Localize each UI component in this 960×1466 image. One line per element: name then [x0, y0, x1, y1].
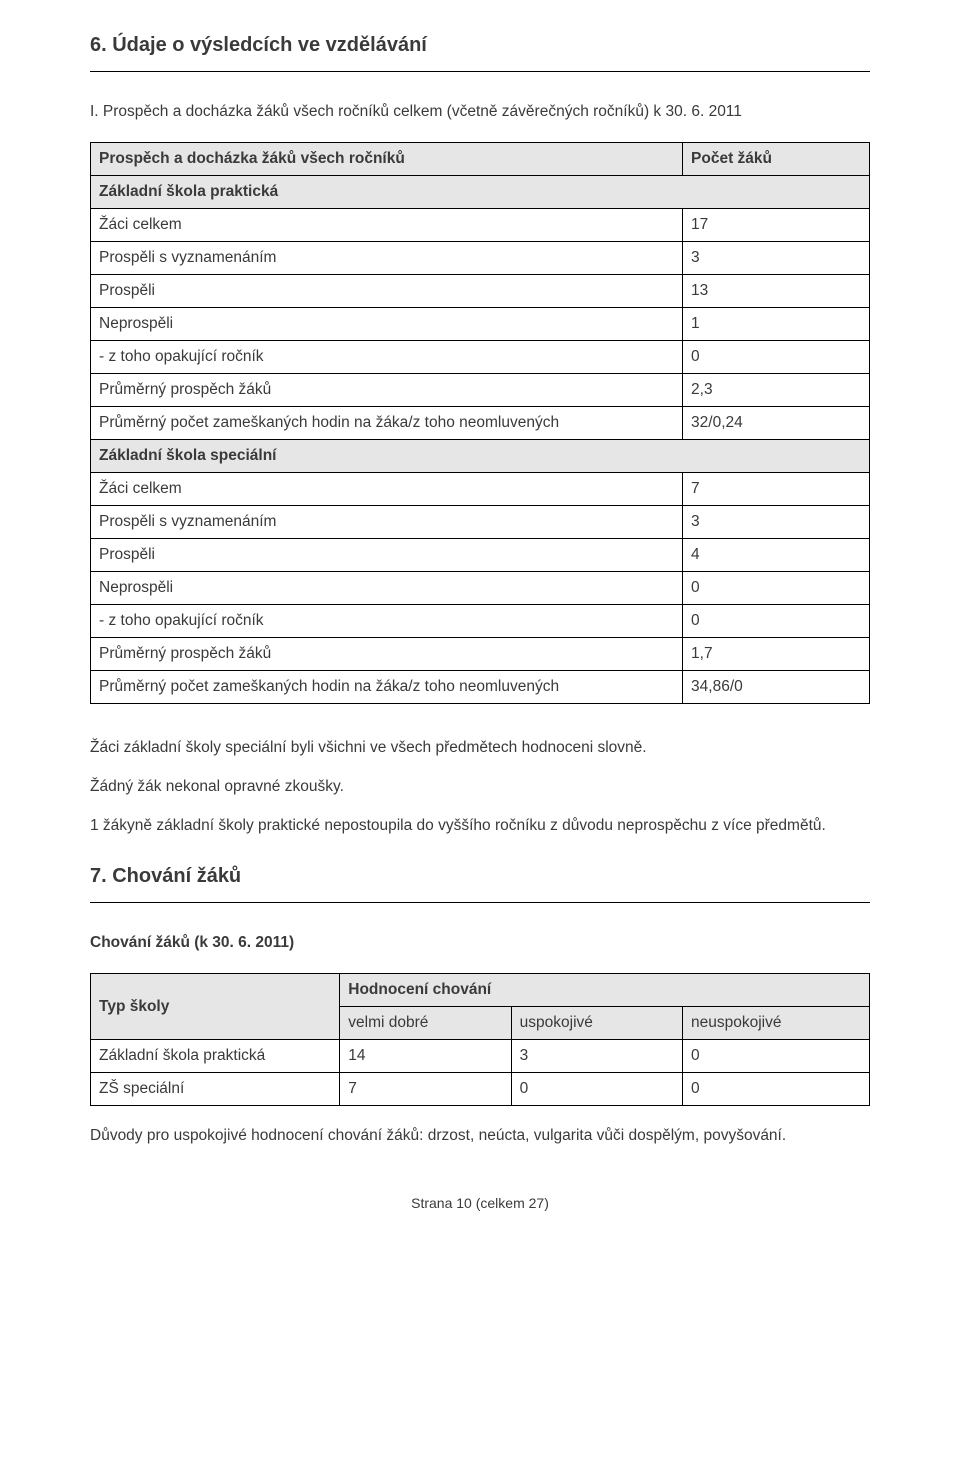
cell-value: 0 — [683, 572, 870, 605]
cell-value: 3 — [683, 506, 870, 539]
table-row: Neprospěli0 — [91, 572, 870, 605]
table-row: Typ školy Hodnocení chování — [91, 974, 870, 1007]
section6-heading: 6. Údaje o výsledcích ve vzdělávání — [90, 30, 870, 61]
behav-head-hodnoceni: Hodnocení chování — [340, 974, 870, 1007]
section6-subheading: I. Prospěch a docházka žáků všech ročník… — [90, 100, 870, 124]
page-footer: Strana 10 (celkem 27) — [90, 1193, 870, 1215]
paragraph-3: 1 žákyně základní školy praktické nepost… — [90, 810, 870, 841]
closing-paragraph: Důvody pro uspokojivé hodnocení chování … — [90, 1120, 870, 1151]
table-row: - z toho opakující ročník0 — [91, 605, 870, 638]
table-row: Prospěch a docházka žáků všech ročníků P… — [91, 143, 870, 176]
cell-value: 0 — [683, 605, 870, 638]
table-row: Základní škola praktická 14 3 0 — [91, 1040, 870, 1073]
behav-cell: 14 — [340, 1040, 511, 1073]
table-row: Prospěli s vyznamenáním3 — [91, 506, 870, 539]
section6-rule — [90, 71, 870, 72]
behav-cell: 0 — [683, 1040, 870, 1073]
cell-value: 0 — [683, 341, 870, 374]
cell-value: 1,7 — [683, 638, 870, 671]
table-row: Průměrný prospěch žáků1,7 — [91, 638, 870, 671]
group1-title: Základní škola praktická — [91, 176, 870, 209]
cell-value: 17 — [683, 209, 870, 242]
behav-row-label: Základní škola praktická — [91, 1040, 340, 1073]
cell-label: Průměrný počet zameškaných hodin na žáka… — [91, 407, 683, 440]
cell-value: 3 — [683, 242, 870, 275]
cell-value: 4 — [683, 539, 870, 572]
table-header-left: Prospěch a docházka žáků všech ročníků — [91, 143, 683, 176]
table-row: Základní škola praktická — [91, 176, 870, 209]
table-row: Průměrný prospěch žáků2,3 — [91, 374, 870, 407]
behav-col-2: uspokojivé — [511, 1007, 682, 1040]
cell-label: Neprospěli — [91, 572, 683, 605]
cell-label: Průměrný prospěch žáků — [91, 638, 683, 671]
table-row: Průměrný počet zameškaných hodin na žáka… — [91, 671, 870, 704]
cell-label: Žáci celkem — [91, 209, 683, 242]
group2-title: Základní škola speciální — [91, 440, 870, 473]
cell-label: Prospěli — [91, 275, 683, 308]
section7-heading: 7. Chování žáků — [90, 861, 870, 892]
behaviour-table: Typ školy Hodnocení chování velmi dobré … — [90, 973, 870, 1106]
cell-label: Průměrný počet zameškaných hodin na žáka… — [91, 671, 683, 704]
table-row: Základní škola speciální — [91, 440, 870, 473]
behav-col-1: velmi dobré — [340, 1007, 511, 1040]
results-table: Prospěch a docházka žáků všech ročníků P… — [90, 142, 870, 704]
behaviour-caption: Chování žáků (k 30. 6. 2011) — [90, 931, 870, 955]
table-row: Žáci celkem7 — [91, 473, 870, 506]
cell-value: 1 — [683, 308, 870, 341]
table-row: Průměrný počet zameškaných hodin na žáka… — [91, 407, 870, 440]
behav-col-3: neuspokojivé — [683, 1007, 870, 1040]
paragraph-1: Žáci základní školy speciální byli všich… — [90, 732, 870, 763]
page: 6. Údaje o výsledcích ve vzdělávání I. P… — [0, 0, 960, 1255]
cell-value: 32/0,24 — [683, 407, 870, 440]
behav-cell: 0 — [683, 1073, 870, 1106]
table-row: Žáci celkem17 — [91, 209, 870, 242]
table-row: Prospěli s vyznamenáním3 — [91, 242, 870, 275]
cell-label: Prospěli — [91, 539, 683, 572]
table-row: Prospěli4 — [91, 539, 870, 572]
behav-row-label: ZŠ speciální — [91, 1073, 340, 1106]
cell-label: Neprospěli — [91, 308, 683, 341]
cell-value: 2,3 — [683, 374, 870, 407]
cell-label: Prospěli s vyznamenáním — [91, 242, 683, 275]
cell-value: 13 — [683, 275, 870, 308]
behav-head-typ: Typ školy — [91, 974, 340, 1040]
cell-label: Žáci celkem — [91, 473, 683, 506]
behav-cell: 3 — [511, 1040, 682, 1073]
table-row: - z toho opakující ročník0 — [91, 341, 870, 374]
table-header-right: Počet žáků — [683, 143, 870, 176]
cell-value: 7 — [683, 473, 870, 506]
table-row: Neprospěli1 — [91, 308, 870, 341]
paragraph-2: Žádný žák nekonal opravné zkoušky. — [90, 771, 870, 802]
table-row: ZŠ speciální 7 0 0 — [91, 1073, 870, 1106]
cell-label: - z toho opakující ročník — [91, 341, 683, 374]
cell-value: 34,86/0 — [683, 671, 870, 704]
cell-label: Prospěli s vyznamenáním — [91, 506, 683, 539]
cell-label: - z toho opakující ročník — [91, 605, 683, 638]
behav-cell: 7 — [340, 1073, 511, 1106]
table-row: Prospěli13 — [91, 275, 870, 308]
behav-cell: 0 — [511, 1073, 682, 1106]
section7-rule — [90, 902, 870, 903]
cell-label: Průměrný prospěch žáků — [91, 374, 683, 407]
